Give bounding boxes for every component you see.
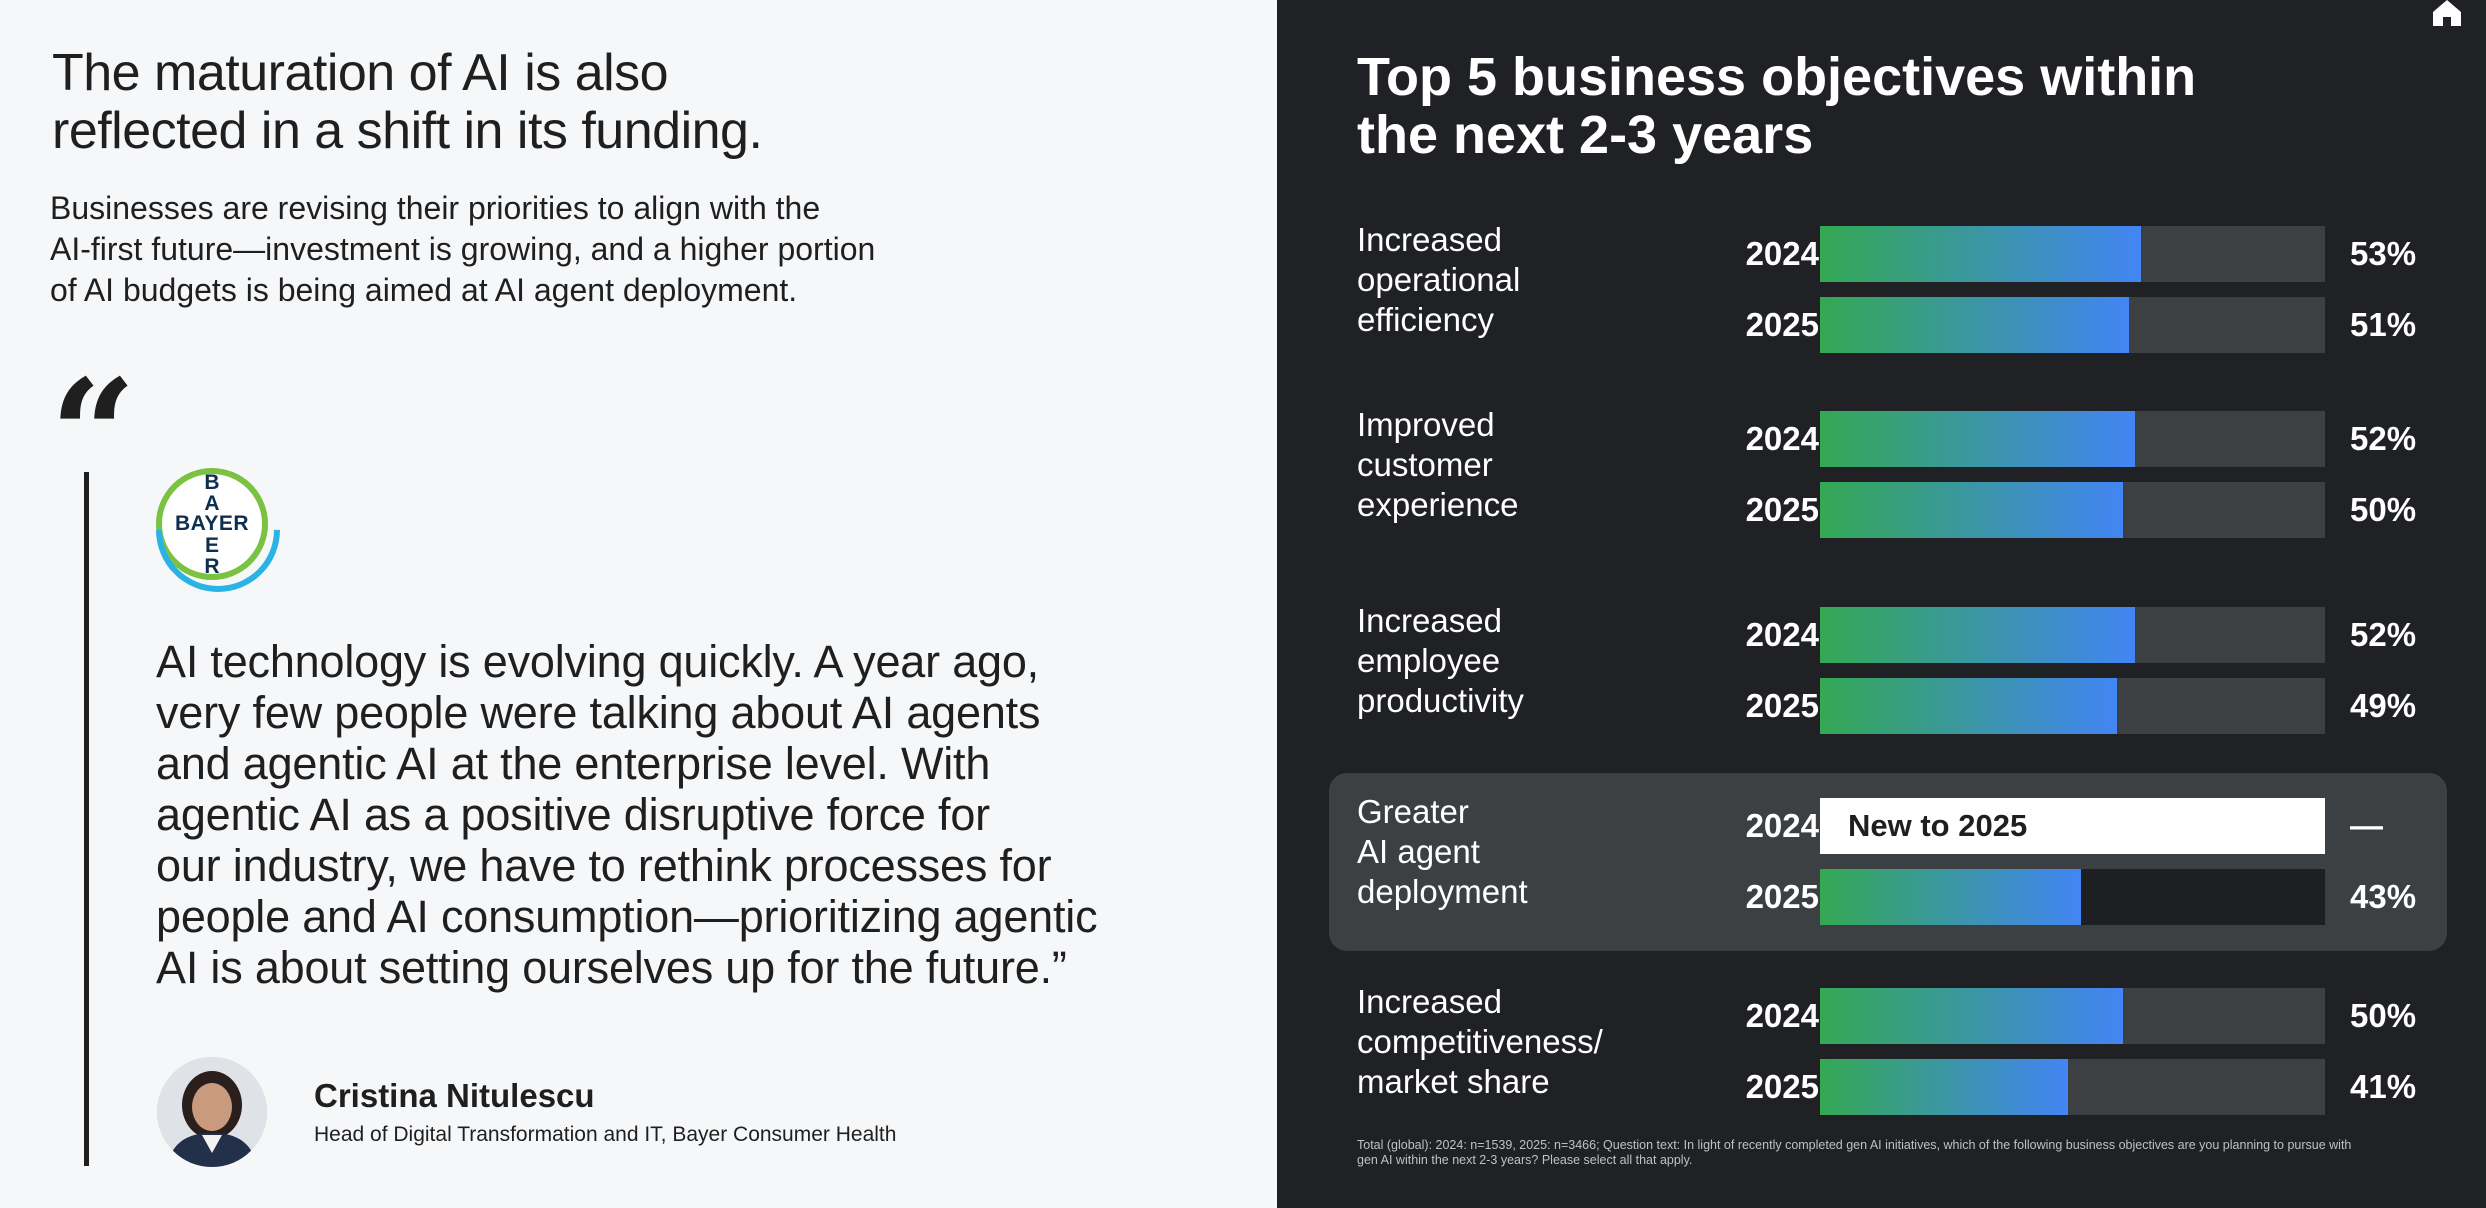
quote-line: and agentic AI at the enterprise level. …: [156, 738, 991, 789]
bar-track: [1820, 607, 2325, 663]
quote-text: AI technology is evolving quickly. A yea…: [156, 636, 1166, 993]
new-to-2025-box: New to 2025: [1820, 798, 2325, 854]
category-label: Increased operational efficiency: [1357, 220, 1657, 340]
category-label-line: experience: [1357, 486, 1519, 523]
bayer-logo: BAYER BAYER: [156, 468, 268, 580]
bar-track: [1820, 297, 2325, 353]
intro-line-2: AI-first future—investment is growing, a…: [50, 231, 876, 267]
person-name: Cristina Nitulescu: [314, 1077, 595, 1114]
category-label-line: productivity: [1357, 682, 1524, 719]
value-label: 43%: [2350, 878, 2417, 915]
category-label: Increased employee productivity: [1357, 601, 1657, 721]
intro-paragraph: Businesses are revising their priorities…: [50, 188, 990, 311]
category-label-line: employee: [1357, 642, 1501, 679]
bayer-logo-horizontal-text: BAYER: [174, 512, 250, 535]
year-label: 2025: [1745, 306, 1819, 343]
bar: [1820, 678, 2117, 734]
chart-title: Top 5 business objectives within the nex…: [1357, 48, 2257, 164]
bar: [1820, 226, 2141, 282]
year-label: 2024: [1745, 616, 1819, 653]
bar-track: [1820, 988, 2325, 1044]
year-label: 2025: [1745, 491, 1819, 528]
quote-line: people and AI consumption—prioritizing a…: [156, 891, 1098, 942]
quote-line: our industry, we have to rethink process…: [156, 840, 1052, 891]
quote-rule: [84, 472, 89, 1166]
footnote: Total (global): 2024: n=1539, 2025: n=34…: [1357, 1138, 2407, 1168]
value-label: 49%: [2350, 687, 2417, 724]
bar: [1820, 482, 2123, 538]
category-label-line: market share: [1357, 1063, 1550, 1100]
quote-line: very few people were talking about AI ag…: [156, 687, 1041, 738]
avatar: [157, 1057, 267, 1167]
value-label: 50%: [2350, 491, 2417, 528]
value-label: 41%: [2350, 1068, 2417, 1105]
category-label-line: Increased: [1357, 602, 1502, 639]
year-label: 2025: [1745, 687, 1819, 724]
category-label-line: AI agent: [1357, 833, 1480, 870]
chart-panel: Top 5 business objectives within the nex…: [1277, 0, 2486, 1208]
bar: [1820, 411, 2135, 467]
intro-line-1: Businesses are revising their priorities…: [50, 190, 821, 226]
bar-track: [1820, 482, 2325, 538]
category-label-line: Increased: [1357, 221, 1502, 258]
category-label-line: Increased: [1357, 983, 1502, 1020]
chart-title-line-2: the next 2-3 years: [1357, 105, 1814, 165]
home-icon[interactable]: [2430, 0, 2464, 26]
chart-title-line-1: Top 5 business objectives within: [1357, 47, 2197, 107]
category-label: Increased competitiveness/market share: [1357, 982, 1657, 1102]
value-label: 51%: [2350, 306, 2417, 343]
footnote-line-1: Total (global): 2024: n=1539, 2025: n=34…: [1357, 1138, 2352, 1152]
value-label: 52%: [2350, 420, 2417, 457]
quote-mark-icon: “: [50, 347, 137, 523]
person-title: Head of Digital Transformation and IT, B…: [314, 1123, 897, 1146]
value-label: 52%: [2350, 616, 2417, 653]
bar: [1820, 988, 2123, 1044]
bar: [1820, 1059, 2068, 1115]
bar: [1820, 607, 2135, 663]
headline-line-1: The maturation of AI is also: [52, 44, 669, 102]
intro-line-3: of AI budgets is being aimed at AI agent…: [50, 272, 798, 308]
category-label-line: Improved: [1357, 406, 1495, 443]
avatar-portrait-icon: [157, 1057, 267, 1167]
bar: [1820, 297, 2129, 353]
category-label-line: customer: [1357, 446, 1493, 483]
value-label: 50%: [2350, 997, 2417, 1034]
category-label-line: deployment: [1357, 873, 1528, 910]
footnote-line-2: gen AI within the next 2-3 years? Please…: [1357, 1153, 1693, 1167]
year-label: 2024: [1745, 807, 1819, 844]
year-label: 2024: [1745, 235, 1819, 272]
year-label: 2025: [1745, 878, 1819, 915]
bar-track: [1820, 226, 2325, 282]
left-panel: The maturation of AI is also reflected i…: [0, 0, 1277, 1208]
bar: [1820, 869, 2081, 925]
headline: The maturation of AI is also reflected i…: [52, 44, 952, 160]
category-label-line: efficiency: [1357, 301, 1494, 338]
bar-track: [1820, 678, 2325, 734]
category-label: Greater AI agent deployment: [1357, 792, 1657, 912]
category-label: Improved customer experience: [1357, 405, 1657, 525]
quote-line: AI technology is evolving quickly. A yea…: [156, 636, 1039, 687]
bar-track: [1820, 1059, 2325, 1115]
quote-line: AI is about setting ourselves up for the…: [156, 942, 1067, 993]
category-label-line: Greater: [1357, 793, 1469, 830]
bar-track: [1820, 869, 2325, 925]
value-label: —: [2350, 807, 2383, 844]
headline-line-2: reflected in a shift in its funding.: [52, 102, 763, 160]
category-label-line: operational: [1357, 261, 1521, 298]
bayer-logo-vertical-text: BAYER: [204, 471, 220, 578]
category-label-line: competitiveness/: [1357, 1023, 1603, 1060]
year-label: 2025: [1745, 1068, 1819, 1105]
year-label: 2024: [1745, 997, 1819, 1034]
value-label: 53%: [2350, 235, 2417, 272]
quote-line: agentic AI as a positive disruptive forc…: [156, 789, 990, 840]
bar-track: [1820, 411, 2325, 467]
year-label: 2024: [1745, 420, 1819, 457]
